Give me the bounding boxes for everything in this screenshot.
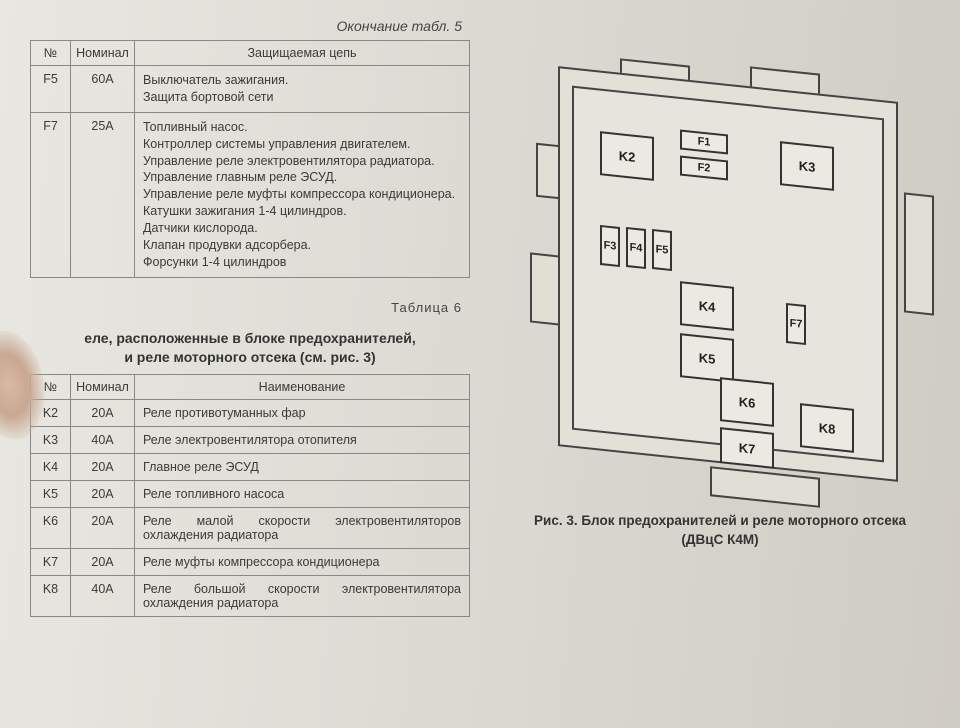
box-tab: [904, 192, 934, 315]
cell-n: K3: [31, 427, 71, 454]
cell-desc: Реле большой скорости электровентилятора…: [135, 576, 470, 617]
cell-desc: Топливный насос.Контроллер системы управ…: [135, 112, 470, 277]
cell-nominal: 20A: [71, 454, 135, 481]
figure-caption-bold: Рис. 3. Блок предохранителей и реле мото…: [534, 513, 906, 528]
cell-desc: Главное реле ЭСУД: [135, 454, 470, 481]
table5-caption: Окончание табл. 5: [30, 18, 462, 34]
relay-k2: K2: [600, 131, 654, 181]
cell-desc: Реле топливного насоса: [135, 481, 470, 508]
box-tab: [530, 252, 560, 325]
box-tab: [536, 143, 560, 200]
cell-desc: Реле электровентилятора отопителя: [135, 427, 470, 454]
cell-nominal: 20A: [71, 549, 135, 576]
table6-label: Таблица 6: [30, 300, 462, 315]
col-header-circuit: Защищаемая цепь: [135, 41, 470, 66]
relay-k6: K6: [720, 377, 774, 427]
relay-k5: K5: [680, 333, 734, 383]
col-header-name: Наименование: [135, 375, 470, 400]
table-row: K3 40A Реле электровентилятора отопителя: [31, 427, 470, 454]
cell-n: K2: [31, 400, 71, 427]
table6: № Номинал Наименование K2 20A Реле проти…: [30, 374, 470, 617]
fuse-f3: F3: [600, 225, 620, 267]
left-column: Окончание табл. 5 № Номинал Защищаемая ц…: [30, 18, 470, 710]
col-header-nominal: Номинал: [71, 41, 135, 66]
cell-n: K4: [31, 454, 71, 481]
table6-title-line2: и реле моторного отсека (см. рис. 3): [124, 349, 375, 365]
cell-desc: Реле малой скорости электровентиляторов …: [135, 508, 470, 549]
figure-caption: Рис. 3. Блок предохранителей и реле мото…: [534, 512, 906, 550]
table-row: K5 20A Реле топливного насоса: [31, 481, 470, 508]
cell-n: K8: [31, 576, 71, 617]
table6-title: еле, расположенные в блоке предохранител…: [30, 329, 470, 367]
table-row: F5 60A Выключатель зажигания.Защита борт…: [31, 66, 470, 113]
cell-nominal: 20A: [71, 508, 135, 549]
table-row: K8 40A Реле большой скорости электровент…: [31, 576, 470, 617]
relay-k7: K7: [720, 427, 774, 469]
table5: № Номинал Защищаемая цепь F5 60A Выключа…: [30, 40, 470, 278]
table-row: K4 20A Главное реле ЭСУД: [31, 454, 470, 481]
table-row: K6 20A Реле малой скорости электровентил…: [31, 508, 470, 549]
cell-nominal: 20A: [71, 400, 135, 427]
cell-desc: Выключатель зажигания.Защита бортовой се…: [135, 66, 470, 113]
box-tab: [710, 466, 820, 508]
cell-n: K6: [31, 508, 71, 549]
table-row: K7 20A Реле муфты компрессора кондиционе…: [31, 549, 470, 576]
col-header-n: №: [31, 375, 71, 400]
cell-nominal: 60A: [71, 66, 135, 113]
table-row: K2 20A Реле противотуманных фар: [31, 400, 470, 427]
fuse-box-diagram: K2 F1 F2 K3 F3 F4 F5 K4 K5 F7 K6 K7 K8: [510, 54, 930, 494]
relay-k3: K3: [780, 141, 834, 191]
cell-n: F5: [31, 66, 71, 113]
manual-page: Окончание табл. 5 № Номинал Защищаемая ц…: [0, 0, 960, 728]
table6-header-row: № Номинал Наименование: [31, 375, 470, 400]
fuse-f5: F5: [652, 229, 672, 271]
cell-n: F7: [31, 112, 71, 277]
cell-n: K5: [31, 481, 71, 508]
cell-nominal: 20A: [71, 481, 135, 508]
table-row: F7 25A Топливный насос.Контроллер систем…: [31, 112, 470, 277]
cell-nominal: 40A: [71, 427, 135, 454]
relay-k4: K4: [680, 281, 734, 331]
relay-k8: K8: [800, 403, 854, 453]
cell-desc: Реле противотуманных фар: [135, 400, 470, 427]
cell-nominal: 25A: [71, 112, 135, 277]
cell-desc: Реле муфты компрессора кондиционера: [135, 549, 470, 576]
figure-caption-sub: (ДВцС К4М): [681, 532, 758, 547]
table5-header-row: № Номинал Защищаемая цепь: [31, 41, 470, 66]
fuse-f4: F4: [626, 227, 646, 269]
col-header-n: №: [31, 41, 71, 66]
table6-title-line1: еле, расположенные в блоке предохранител…: [84, 330, 415, 346]
col-header-nominal: Номинал: [71, 375, 135, 400]
cell-n: K7: [31, 549, 71, 576]
right-column: K2 F1 F2 K3 F3 F4 F5 K4 K5 F7 K6 K7 K8 Р…: [494, 18, 946, 710]
cell-nominal: 40A: [71, 576, 135, 617]
fuse-f7: F7: [786, 303, 806, 345]
